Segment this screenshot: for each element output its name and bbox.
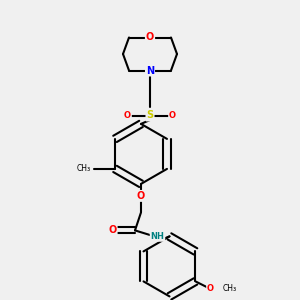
Text: NH: NH <box>151 232 164 241</box>
Text: CH₃: CH₃ <box>77 164 91 173</box>
Text: O: O <box>108 225 117 236</box>
Text: N: N <box>146 65 154 76</box>
Text: CH₃: CH₃ <box>223 284 237 293</box>
Text: O: O <box>137 191 145 201</box>
Text: O: O <box>146 32 154 43</box>
Text: O: O <box>124 111 131 120</box>
Text: S: S <box>146 110 154 121</box>
Text: O: O <box>207 284 214 293</box>
Text: O: O <box>169 111 176 120</box>
